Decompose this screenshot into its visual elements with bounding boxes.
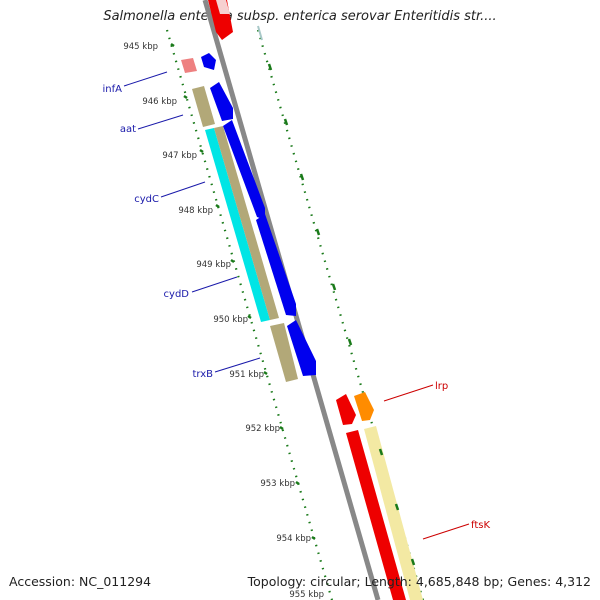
olive-gene-cydCD xyxy=(214,126,279,320)
right-tick-5 xyxy=(331,283,337,291)
gene-label-lrp[interactable]: lrp xyxy=(435,381,448,392)
accession-label: Accession: NC_011294 xyxy=(9,574,152,589)
tick-mark-949 xyxy=(230,258,235,264)
right-tick-2 xyxy=(283,118,289,126)
red-gene-lrp xyxy=(336,394,356,425)
right-tick-8 xyxy=(394,503,400,511)
tick-label-955: 955 kbp xyxy=(289,590,324,600)
tick-label-953: 953 kbp xyxy=(260,479,295,489)
blue-cds-cydD xyxy=(256,214,296,316)
tick-label-952: 952 kbp xyxy=(245,424,280,434)
leader-infA xyxy=(123,71,168,87)
topology-summary: Topology: circular; Length: 4,685,848 bp… xyxy=(247,574,591,589)
blue-cds-cydC xyxy=(223,120,265,220)
tick-mark-947 xyxy=(199,148,204,154)
tick-mark-945 xyxy=(170,42,175,48)
tick-group: 945 kbp 946 kbp 947 kbp 948 kbp 949 kbp … xyxy=(123,42,416,600)
orange-gene-lrp xyxy=(354,392,374,421)
right-tick-7 xyxy=(378,448,384,456)
gene-label-infA[interactable]: infA xyxy=(103,84,123,95)
gene-label-trxB[interactable]: trxB xyxy=(192,369,213,380)
tick-label-946: 946 kbp xyxy=(142,97,177,107)
tick-label-954: 954 kbp xyxy=(276,534,311,544)
blue-cds-aat xyxy=(210,82,233,121)
leader-ftsK xyxy=(422,523,470,540)
tick-label-949: 949 kbp xyxy=(196,260,231,270)
tick-mark-946 xyxy=(183,94,188,100)
tick-mark-951 xyxy=(263,370,268,376)
tick-mark-953 xyxy=(295,480,300,486)
left-tick-ring xyxy=(165,29,334,600)
gene-label-ftsK[interactable]: ftsK xyxy=(471,520,490,531)
blue-cds-trxB xyxy=(287,320,316,376)
right-tick-9 xyxy=(410,558,416,566)
tick-mark-952 xyxy=(279,425,284,431)
top-cap-line xyxy=(257,25,263,41)
leader-cydC xyxy=(160,181,206,198)
leader-lrp xyxy=(383,384,434,402)
right-tick-4 xyxy=(315,228,321,236)
leader-cydD xyxy=(191,276,238,293)
right-tick-1 xyxy=(267,63,273,71)
tick-label-950: 950 kbp xyxy=(213,315,248,325)
right-tick-3 xyxy=(299,173,305,181)
red-gene-ftsK xyxy=(346,430,406,600)
gene-label-aat[interactable]: aat xyxy=(120,124,136,135)
tick-label-947: 947 kbp xyxy=(162,151,197,161)
tick-label-948: 948 kbp xyxy=(178,206,213,216)
pale-gene-ftsK xyxy=(364,426,423,600)
tick-mark-948 xyxy=(215,203,220,209)
right-tick-ring xyxy=(256,29,425,600)
right-tick-6 xyxy=(347,338,353,346)
leader-trxB xyxy=(214,357,261,373)
leader-aat xyxy=(137,114,184,130)
gene-label-cydC[interactable]: cydC xyxy=(134,194,159,205)
tick-mark-950 xyxy=(247,314,252,320)
olive-gene-trxB xyxy=(270,323,298,382)
cyan-gene-cydC xyxy=(205,128,270,322)
tick-mark-954 xyxy=(311,535,316,541)
gene-label-cydD[interactable]: cydD xyxy=(164,289,190,300)
blue-cds-1 xyxy=(201,53,216,70)
map-title: Salmonella enterica subsp. enterica sero… xyxy=(103,9,497,24)
pale-gene-top xyxy=(216,0,230,14)
gene-infA-block xyxy=(181,58,197,73)
tick-label-945: 945 kbp xyxy=(123,42,158,52)
olive-gene-aat xyxy=(192,86,215,127)
tick-label-951: 951 kbp xyxy=(229,370,264,380)
